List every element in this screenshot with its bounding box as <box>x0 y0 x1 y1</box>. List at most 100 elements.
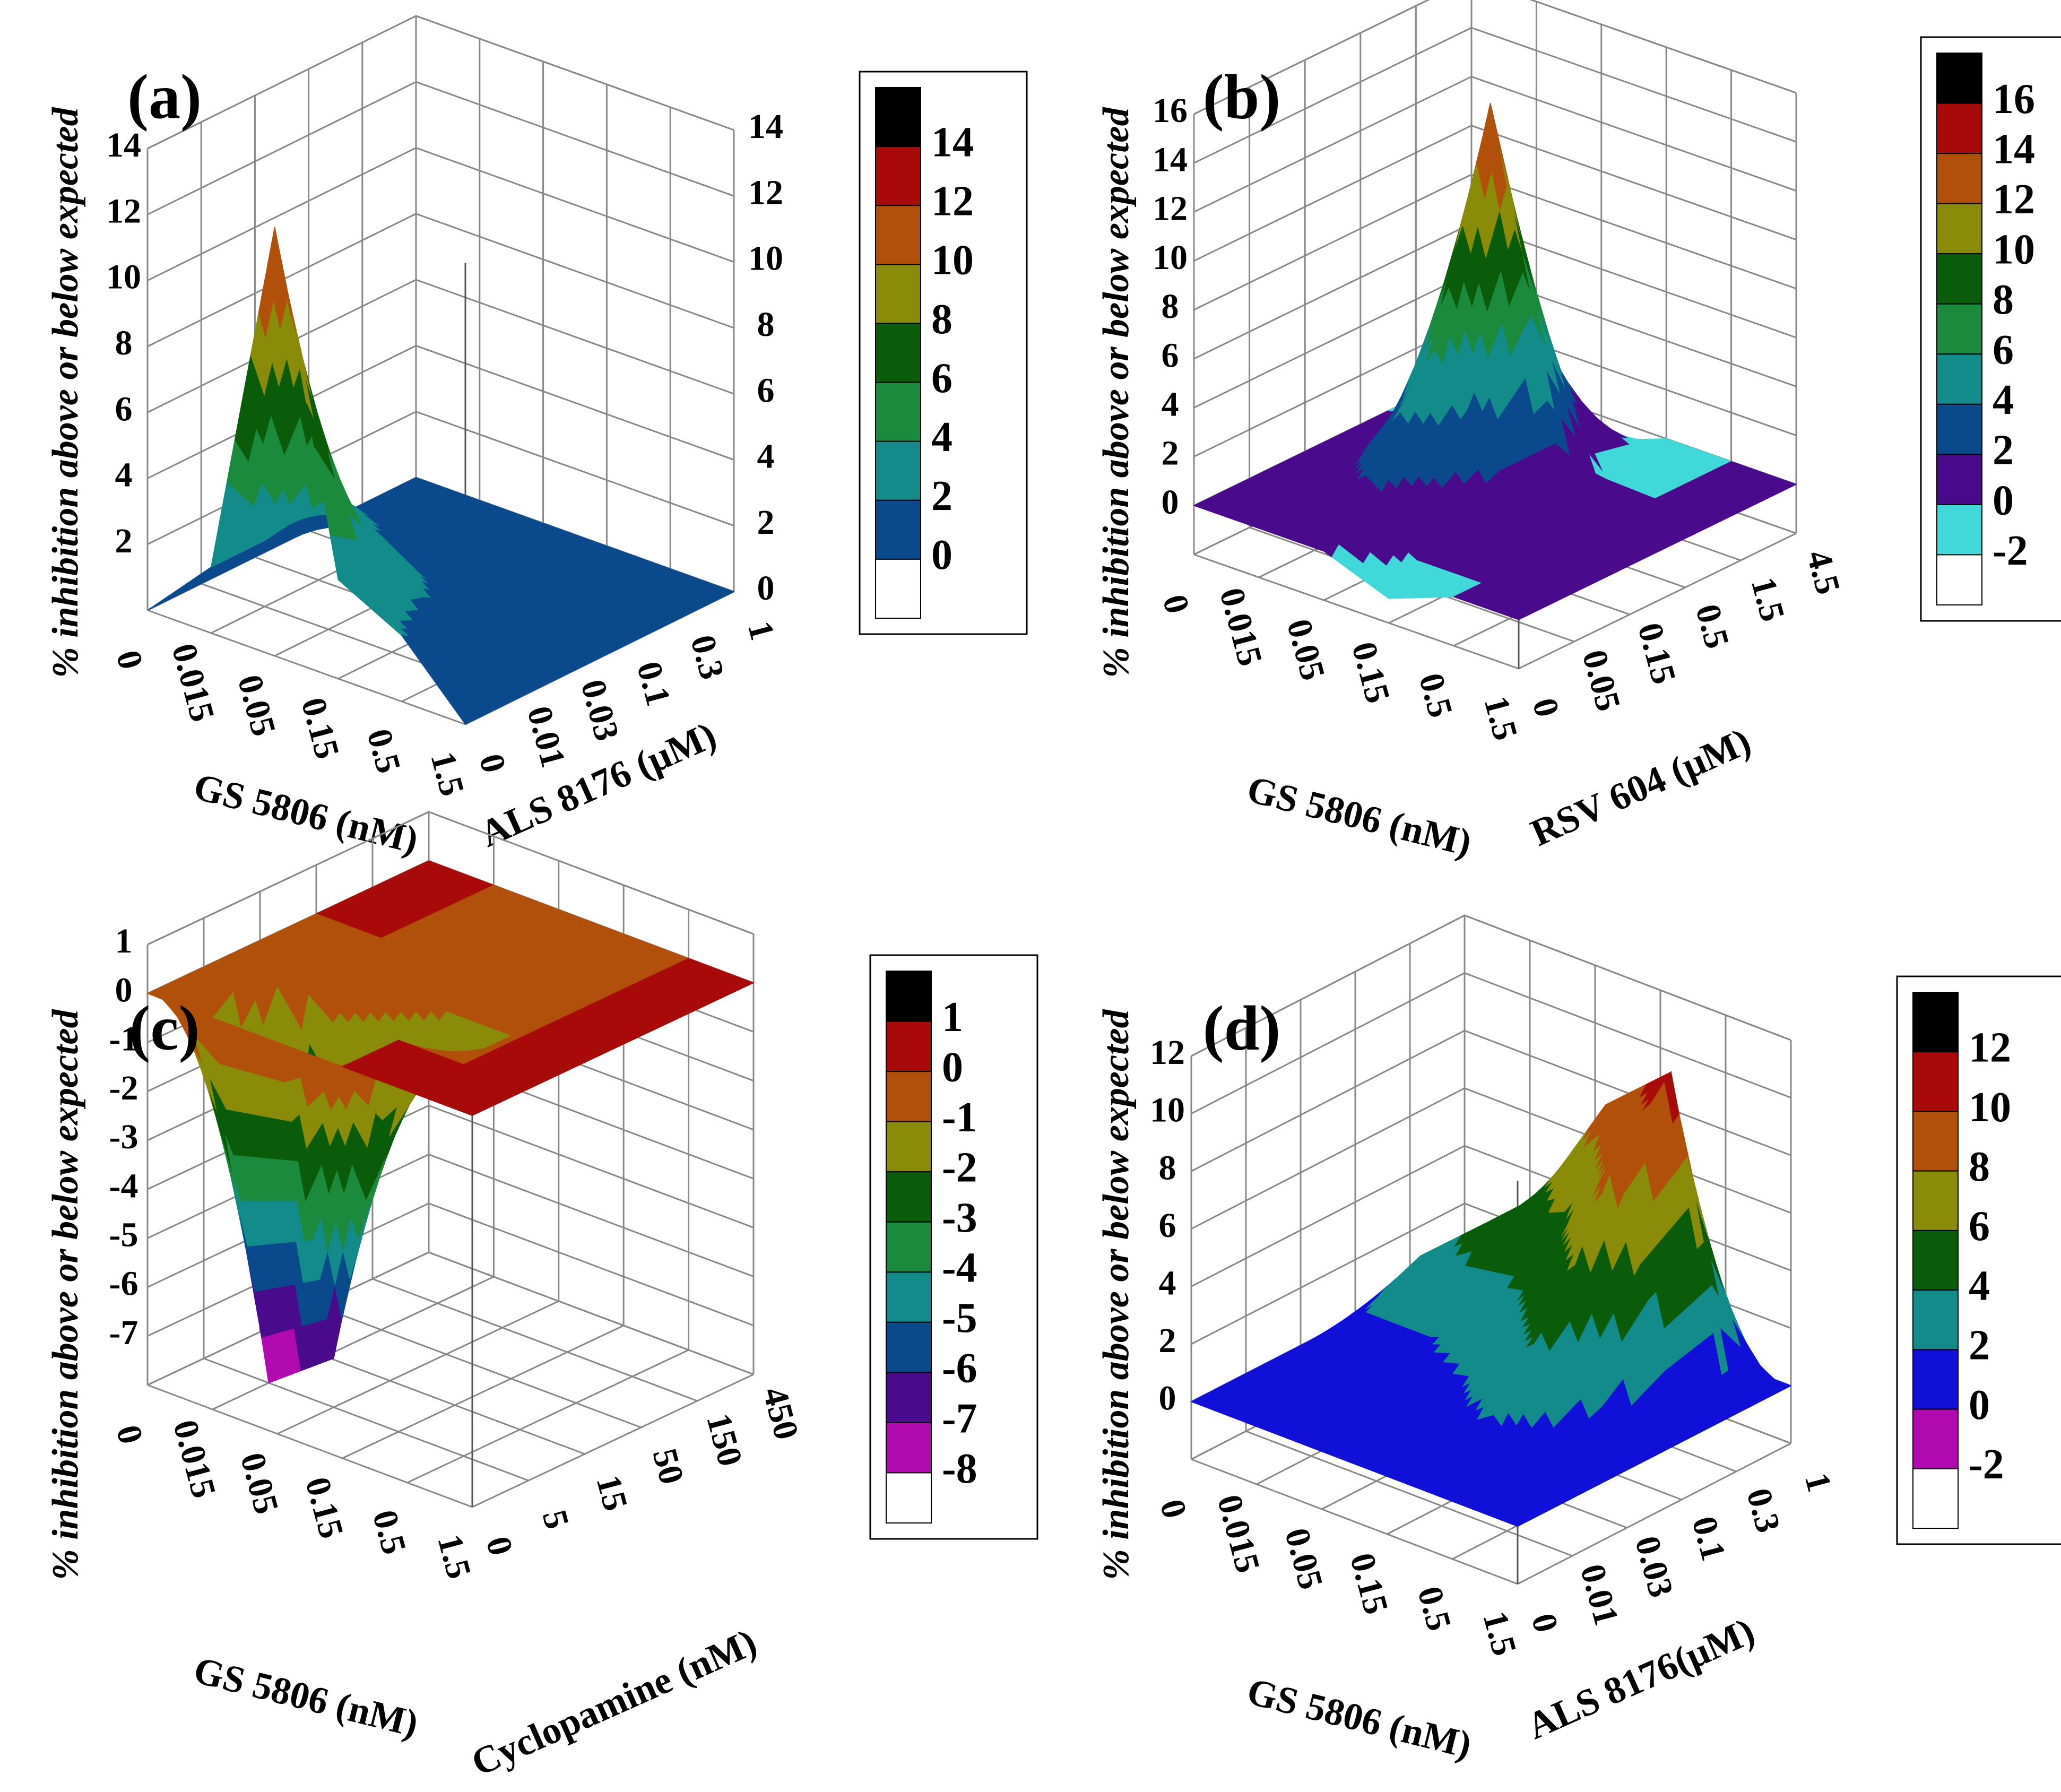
z-tick-label: 4 <box>115 456 133 495</box>
wall-gridline <box>1193 0 1797 115</box>
panel-label: (a) <box>127 62 202 132</box>
y-tick-label: 0.15 <box>1630 619 1683 688</box>
z-tick-label: 12 <box>106 192 141 230</box>
z-tick-label: 10 <box>106 258 141 297</box>
colorbar-tick-label: 6 <box>1993 327 2014 374</box>
y-tick-label: 0.05 <box>1575 646 1628 715</box>
y-tick-label: 0.03 <box>573 676 626 744</box>
x-tick-label: 0 <box>109 646 151 673</box>
x-tick-label: 0.05 <box>1279 615 1332 684</box>
floor-gridline <box>406 1349 689 1484</box>
colorbar-swatch <box>875 87 921 148</box>
z-tick-label: 6 <box>1162 336 1179 375</box>
wall-gridline <box>147 81 734 215</box>
z-tick-label: 14 <box>1153 140 1188 179</box>
z-tick-label: 16 <box>1153 91 1188 130</box>
wall-gridline <box>147 1251 754 1386</box>
colorbar-swatch <box>1936 253 1982 305</box>
colorbar-swatch <box>875 323 921 383</box>
wall-gridline <box>1193 0 1797 115</box>
floor-gridline <box>342 1324 624 1459</box>
y-tick-label: 0.1 <box>629 657 678 710</box>
z-tick-label: 2 <box>1162 434 1179 473</box>
z-tick-label: 6 <box>115 389 133 428</box>
z-tick-label-right: 4 <box>757 437 775 476</box>
z-tick-label-right: 0 <box>757 569 775 608</box>
colorbar-swatch <box>875 146 921 206</box>
floor-gridline <box>147 609 466 725</box>
z-axis-title: % inhibition above or below expected <box>45 107 86 678</box>
colorbar-swatch <box>875 382 921 442</box>
z-tick-label: 2 <box>115 522 133 560</box>
colorbar-tick-label: 14 <box>931 119 974 166</box>
x-tick-label: 0.015 <box>164 639 222 725</box>
colorbar-tick-label: 12 <box>1993 176 2035 223</box>
colorbar-swatch <box>1936 504 1982 556</box>
colorbar-tick-label: 10 <box>931 237 974 284</box>
y-tick-label: 4.5 <box>1799 546 1848 599</box>
y-tick-label: 0 <box>1525 694 1567 721</box>
colorbar-swatch <box>1936 53 1982 104</box>
x-tick-label: 1.5 <box>1476 692 1525 744</box>
z-tick-label-right: 6 <box>757 371 775 410</box>
y-tick-label: 0.3 <box>683 631 732 683</box>
x-tick-label: 0.5 <box>1411 669 1460 722</box>
colorbar-tick-label: 0 <box>1993 477 2014 524</box>
wall-gridline <box>147 15 734 150</box>
x-axis-title: GS 5806 (nM) <box>190 765 423 862</box>
z-tick-label-right: 12 <box>748 173 783 212</box>
x-tick-label: 0.05 <box>230 671 283 740</box>
x-tick-label: 0.015 <box>1212 584 1270 670</box>
z-tick-label: 8 <box>1162 287 1179 326</box>
colorbar-tick-label: 4 <box>1993 377 2014 423</box>
y-axis-title: RSV 604 (μM) <box>1525 720 1757 854</box>
z-axis-title: % inhibition above or below expected <box>1096 107 1137 678</box>
colorbar-tick-label: 10 <box>1993 227 2035 273</box>
panel-label: (b) <box>1203 62 1281 132</box>
colorbar-tick-label: -2 <box>1993 527 2028 574</box>
colorbar-swatch <box>1936 153 1982 204</box>
colorbar-tick-label: 16 <box>1993 76 2035 123</box>
wall-gridline <box>147 146 734 281</box>
y-tick-label: 0.01 <box>519 702 573 771</box>
y-tick-label: 0.5 <box>1688 600 1737 653</box>
colorbar-swatch <box>1936 303 1982 355</box>
z-tick-label: 12 <box>1153 189 1188 228</box>
z-tick-label-right: 10 <box>748 239 783 278</box>
z-tick-label: 8 <box>115 324 133 362</box>
wall-gridline <box>147 213 734 348</box>
colorbar-swatch <box>1936 353 1982 405</box>
y-tick-label: 1 <box>740 617 782 644</box>
x-tick-label: 0 <box>1155 591 1197 618</box>
colorbar-swatch <box>1936 554 1982 606</box>
z-tick-label: 4 <box>1162 385 1179 423</box>
colorbar-tick-label: 8 <box>1993 276 2014 323</box>
colorbar-tick-label: 2 <box>931 473 952 520</box>
floor-gridline <box>316 1304 642 1429</box>
wall-gridline <box>147 1202 754 1337</box>
wall-gridline <box>147 279 734 413</box>
colorbar-swatch <box>875 205 921 265</box>
y-tick-label: 1.5 <box>1744 573 1792 626</box>
y-tick-label: 0 <box>472 750 514 777</box>
colorbar-swatch <box>875 264 921 324</box>
colorbar-swatch <box>1936 454 1982 505</box>
surface <box>146 860 755 1384</box>
z-tick-label-right: 14 <box>748 107 783 146</box>
colorbar-tick-label: 14 <box>1993 126 2035 172</box>
z-tick-label-right: 8 <box>757 305 775 344</box>
colorbar-swatch <box>1936 403 1982 455</box>
colorbar-tick-label: 6 <box>931 355 952 402</box>
x-tick-label: 0.15 <box>293 694 347 763</box>
colorbar-tick-label: 4 <box>931 414 952 461</box>
surface <box>1193 102 1797 620</box>
colorbar-tick-label: 12 <box>931 178 974 225</box>
colorbar-swatch <box>875 440 921 501</box>
x-tick-label: 1.5 <box>423 748 472 800</box>
